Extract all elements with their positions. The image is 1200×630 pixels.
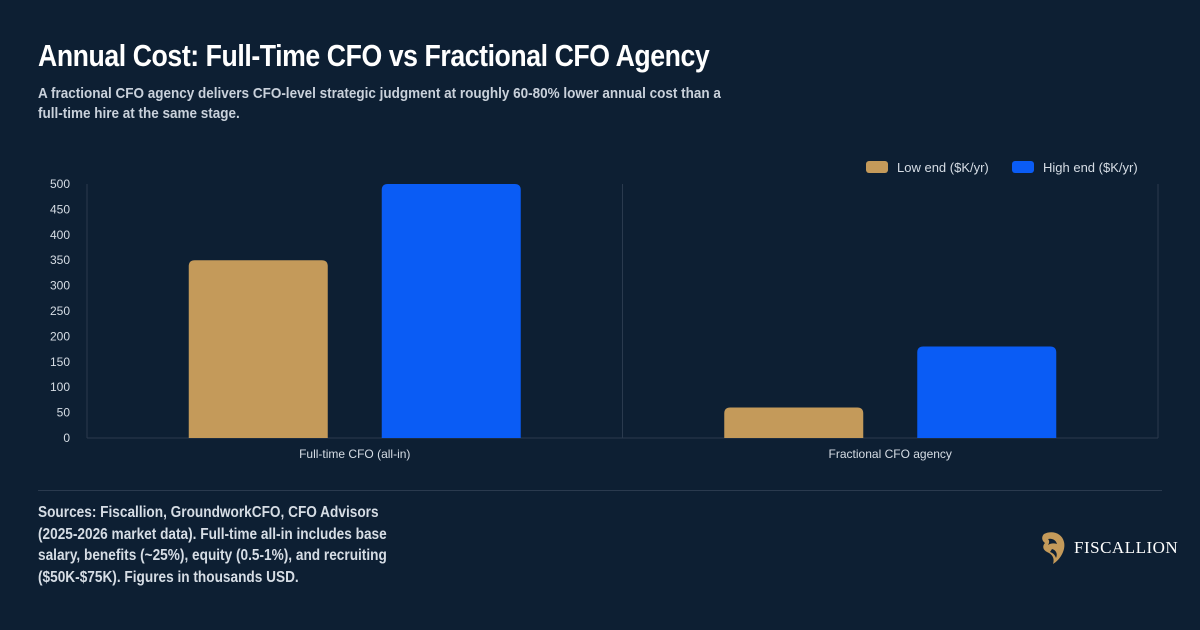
legend-swatch — [866, 161, 888, 173]
y-tick-label: 100 — [50, 380, 70, 394]
brand-name: FISCALLION — [1074, 538, 1179, 557]
sources-note: Sources: Fiscallion, GroundworkCFO, CFO … — [38, 504, 387, 586]
y-tick-label: 450 — [50, 202, 70, 216]
y-tick-label: 150 — [50, 355, 70, 369]
bar — [381, 184, 521, 438]
footer-divider — [38, 490, 1162, 491]
legend-label: High end ($K/yr) — [1043, 160, 1138, 175]
y-tick-label: 250 — [50, 304, 70, 318]
y-axis: 0 50 100 150 200 250 300 350 400 450 500 — [50, 177, 70, 445]
x-tick-label: Full-time CFO (all-in) — [299, 447, 410, 461]
y-tick-label: 350 — [50, 253, 70, 267]
bar — [188, 260, 328, 438]
legend-swatch — [1012, 161, 1034, 173]
chart-title: Annual Cost: Full-Time CFO vs Fractional… — [38, 38, 710, 73]
x-tick-label: Fractional CFO agency — [829, 447, 952, 461]
y-tick-label: 50 — [57, 406, 71, 420]
chart-subtitle: A fractional CFO agency delivers CFO-lev… — [38, 85, 721, 122]
y-tick-label: 300 — [50, 279, 70, 293]
y-tick-label: 500 — [50, 177, 70, 191]
lion-head-logo-icon — [1042, 532, 1065, 564]
bar — [917, 346, 1057, 438]
bars — [188, 184, 1057, 438]
chart-legend: Low end ($K/yr) High end ($K/yr) — [866, 160, 1138, 175]
y-tick-label: 400 — [50, 228, 70, 242]
x-axis: Full-time CFO (all-in) Fractional CFO age… — [299, 447, 952, 461]
brand-logo: FISCALLION — [1038, 530, 1178, 566]
bar — [724, 407, 864, 438]
y-tick-label: 0 — [63, 431, 70, 445]
y-tick-label: 200 — [50, 329, 70, 343]
legend-label: Low end ($K/yr) — [897, 160, 989, 175]
